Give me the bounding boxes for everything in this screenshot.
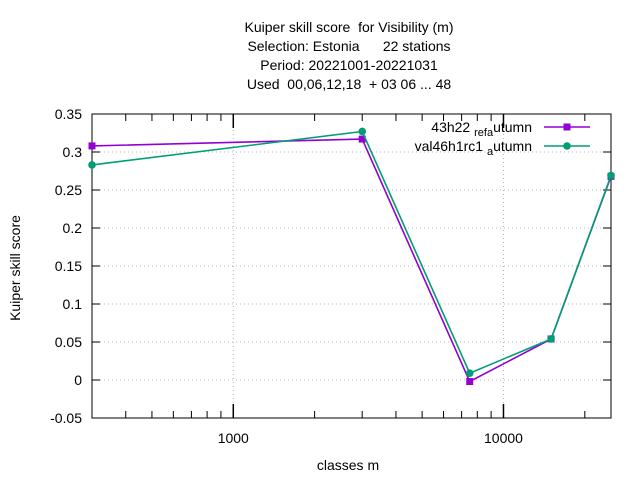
plot-frame [91, 113, 612, 419]
data-point [358, 127, 366, 136]
chart-title: Kuiper skill score for Visibility (m) Sel… [244, 19, 453, 92]
y-axis-label: Kuiper skill score [7, 215, 23, 321]
tick-labels: -0.05 0 0.05 0.1 0.15 0.2 0.25 0.3 0.35 1000 10000 [50, 106, 523, 446]
legend-swatch-marker [563, 123, 571, 131]
y-tick-label: 0.1 [63, 296, 83, 312]
data-point [547, 335, 555, 343]
data-point [88, 161, 96, 169]
y-tick-label: 0.25 [55, 182, 82, 198]
y-tick-label: 0.15 [55, 258, 82, 274]
series-line [91, 130, 612, 375]
data-point [466, 378, 474, 386]
x-tick-label: 1000 [218, 430, 249, 446]
grid [92, 113, 611, 419]
x-tick-label: 10000 [484, 430, 523, 446]
title-line: Selection: Estonia 22 stations [247, 38, 450, 54]
data-point [607, 171, 615, 180]
data-point [358, 135, 366, 143]
data-point [88, 142, 96, 150]
title-line: Period: 20221001-20221031 [260, 57, 438, 73]
legend-label: 43h22 refautumn [431, 119, 532, 139]
y-tick-label: -0.05 [50, 410, 82, 426]
x-axis-label: classes m [317, 457, 379, 473]
axes [91, 113, 612, 419]
y-tick-label: 0 [74, 372, 82, 388]
y-tick-label: 0.35 [55, 106, 82, 122]
y-tick-label: 0.2 [63, 220, 83, 236]
series-line [91, 138, 612, 383]
legend-swatch-marker [563, 142, 571, 150]
series-lines [88, 127, 615, 386]
data-point [465, 369, 474, 377]
legend-label: val46h1rc1 autumn [415, 138, 532, 158]
title-line: Used 00,06,12,18 + 03 06 ... 48 [247, 76, 452, 92]
title-line: Kuiper skill score for Visibility (m) [244, 19, 453, 35]
y-tick-label: 0.05 [55, 334, 82, 350]
y-tick-label: 0.3 [63, 144, 83, 160]
